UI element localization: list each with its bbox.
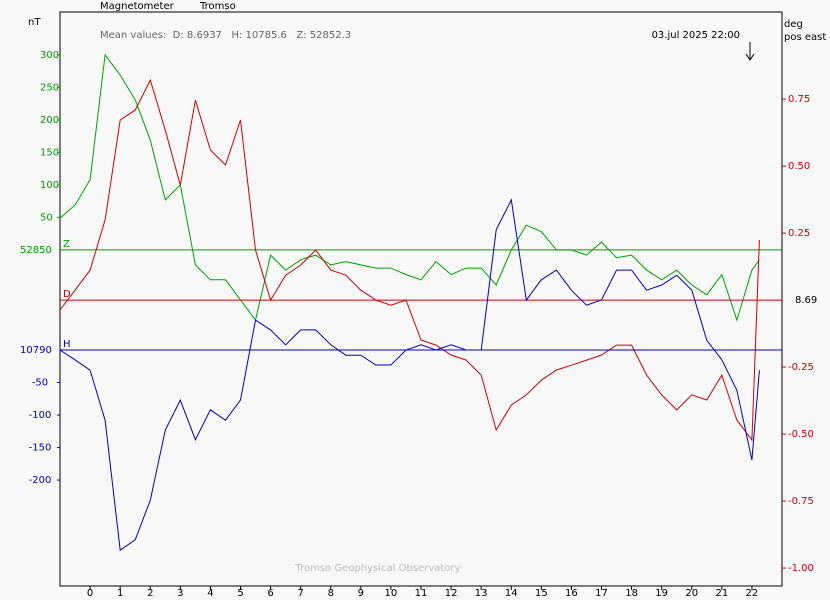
time-arrow: [745, 42, 755, 61]
y2-tick-label: -0.25: [788, 362, 814, 373]
y-tick-label: 200: [40, 115, 59, 126]
x-tick-label: 20: [685, 588, 698, 599]
y-tick-label: 150: [40, 147, 59, 158]
right-unit: deg: [784, 19, 803, 30]
x-tick-label: 12: [445, 588, 458, 599]
series-name: Z: [63, 239, 70, 250]
chart-title: Magnetometer: [100, 1, 175, 12]
y2-tick-label: 0.25: [788, 228, 810, 239]
x-tick-label: 14: [505, 588, 518, 599]
y2-tick-label: 0.50: [788, 161, 810, 172]
y-tick-label: -200: [29, 475, 52, 486]
x-tick-label: 1: [117, 588, 123, 599]
y-tick-label: -50: [32, 378, 48, 389]
y2-tick-label: -1.00: [788, 563, 814, 574]
baseline-label: 8.69: [795, 295, 817, 306]
x-tick-label: 2: [147, 588, 153, 599]
footer: Tromso Geophysical Observatory: [295, 563, 461, 574]
right-unit-note: pos east: [784, 32, 826, 43]
y2-tick-label: -0.50: [788, 429, 814, 440]
x-tick-label: 19: [655, 588, 668, 599]
x-tick-label: 7: [297, 588, 303, 599]
x-tick-label: 16: [565, 588, 578, 599]
x-tick-label: 22: [746, 588, 759, 599]
x-tick-label: 17: [595, 588, 608, 599]
station: Tromso: [199, 1, 236, 12]
x-tick-label: 10: [385, 588, 398, 599]
left-unit: nT: [28, 17, 41, 28]
y-tick-label: 100: [40, 180, 59, 191]
y-tick-label: 50: [40, 212, 53, 223]
x-tick-label: 5: [237, 588, 243, 599]
x-tick-label: 3: [177, 588, 183, 599]
y2-tick-label: 0.75: [788, 94, 810, 105]
series-name: H: [63, 339, 71, 350]
y-tick-label: 300: [40, 50, 59, 61]
y-tick-label: 250: [40, 82, 59, 93]
series-name: D: [63, 289, 71, 300]
x-tick-label: 8: [328, 588, 334, 599]
x-tick-label: 9: [358, 588, 364, 599]
x-tick-label: 21: [715, 588, 728, 599]
series-line: [59, 198, 760, 552]
x-tick-label: 11: [415, 588, 428, 599]
x-tick-label: 6: [267, 588, 273, 599]
x-tick-label: 15: [535, 588, 548, 599]
x-tick-label: 4: [207, 588, 213, 599]
baseline-label: 52850: [20, 245, 52, 256]
y2-tick-label: -0.75: [788, 496, 814, 507]
series-line: [59, 53, 760, 322]
timestamp: 03.jul 2025 22:00: [652, 30, 740, 41]
mean-values: Mean values: D: 8.6937 H: 10785.6 Z: 528…: [100, 30, 351, 41]
y-tick-label: -150: [29, 443, 52, 454]
x-tick-label: 18: [625, 588, 638, 599]
x-tick-label: 13: [475, 588, 488, 599]
x-tick-label: 0: [87, 588, 93, 599]
y-tick-label: -100: [29, 410, 52, 421]
baseline-label: 10790: [20, 345, 52, 356]
series-line: [59, 78, 760, 442]
